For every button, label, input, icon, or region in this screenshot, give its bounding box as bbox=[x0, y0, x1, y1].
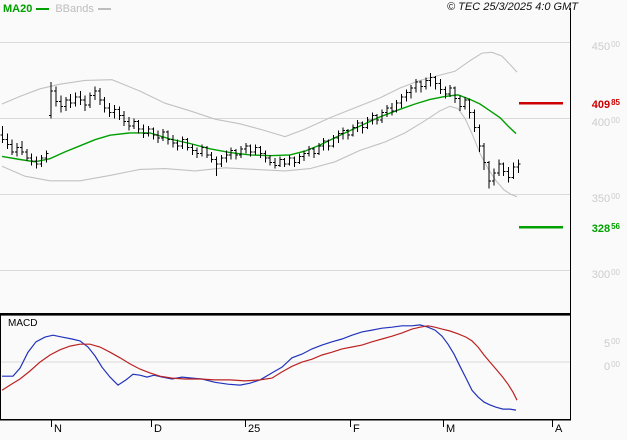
y-axis-tick-label: 30000 bbox=[591, 268, 620, 282]
bollinger-band-line bbox=[1, 51, 518, 138]
y-axis-tick-label: 40000 bbox=[591, 116, 620, 130]
legend-ma20-label: MA20 bbox=[3, 3, 33, 15]
macd-line bbox=[2, 324, 517, 411]
macd-panel-label: MACD bbox=[8, 318, 38, 329]
panel-separator bbox=[0, 313, 571, 316]
legend-bbands-label: BBands bbox=[55, 3, 94, 15]
copyright-text: © TEC 25/3/2025 4:0 GMT bbox=[447, 1, 578, 13]
support-level-label: 32856 bbox=[591, 222, 620, 236]
y-axis-tick-label: 000 bbox=[603, 360, 620, 374]
signal-line bbox=[1, 325, 518, 401]
x-axis-tick-label: N bbox=[54, 423, 62, 435]
y-axis-tick-label: 35000 bbox=[591, 192, 620, 206]
x-axis-tick-label: 25 bbox=[248, 423, 261, 435]
legend: MA20 BBands bbox=[3, 2, 117, 16]
bbands-legend-swatch bbox=[97, 8, 111, 10]
x-axis-tick-label: M bbox=[446, 423, 456, 435]
x-axis-tick-label: D bbox=[154, 423, 162, 435]
x-axis-tick-label: A bbox=[555, 423, 563, 435]
resistance-level-label: 40985 bbox=[591, 98, 620, 112]
y-axis-tick-label: 500 bbox=[603, 336, 620, 350]
x-axis-tick-label: F bbox=[353, 423, 360, 435]
y-axis-tick-label: 45000 bbox=[591, 40, 620, 54]
ma20-line bbox=[1, 94, 517, 163]
ma20-legend-swatch bbox=[36, 8, 50, 10]
bollinger-band-line bbox=[1, 105, 518, 198]
